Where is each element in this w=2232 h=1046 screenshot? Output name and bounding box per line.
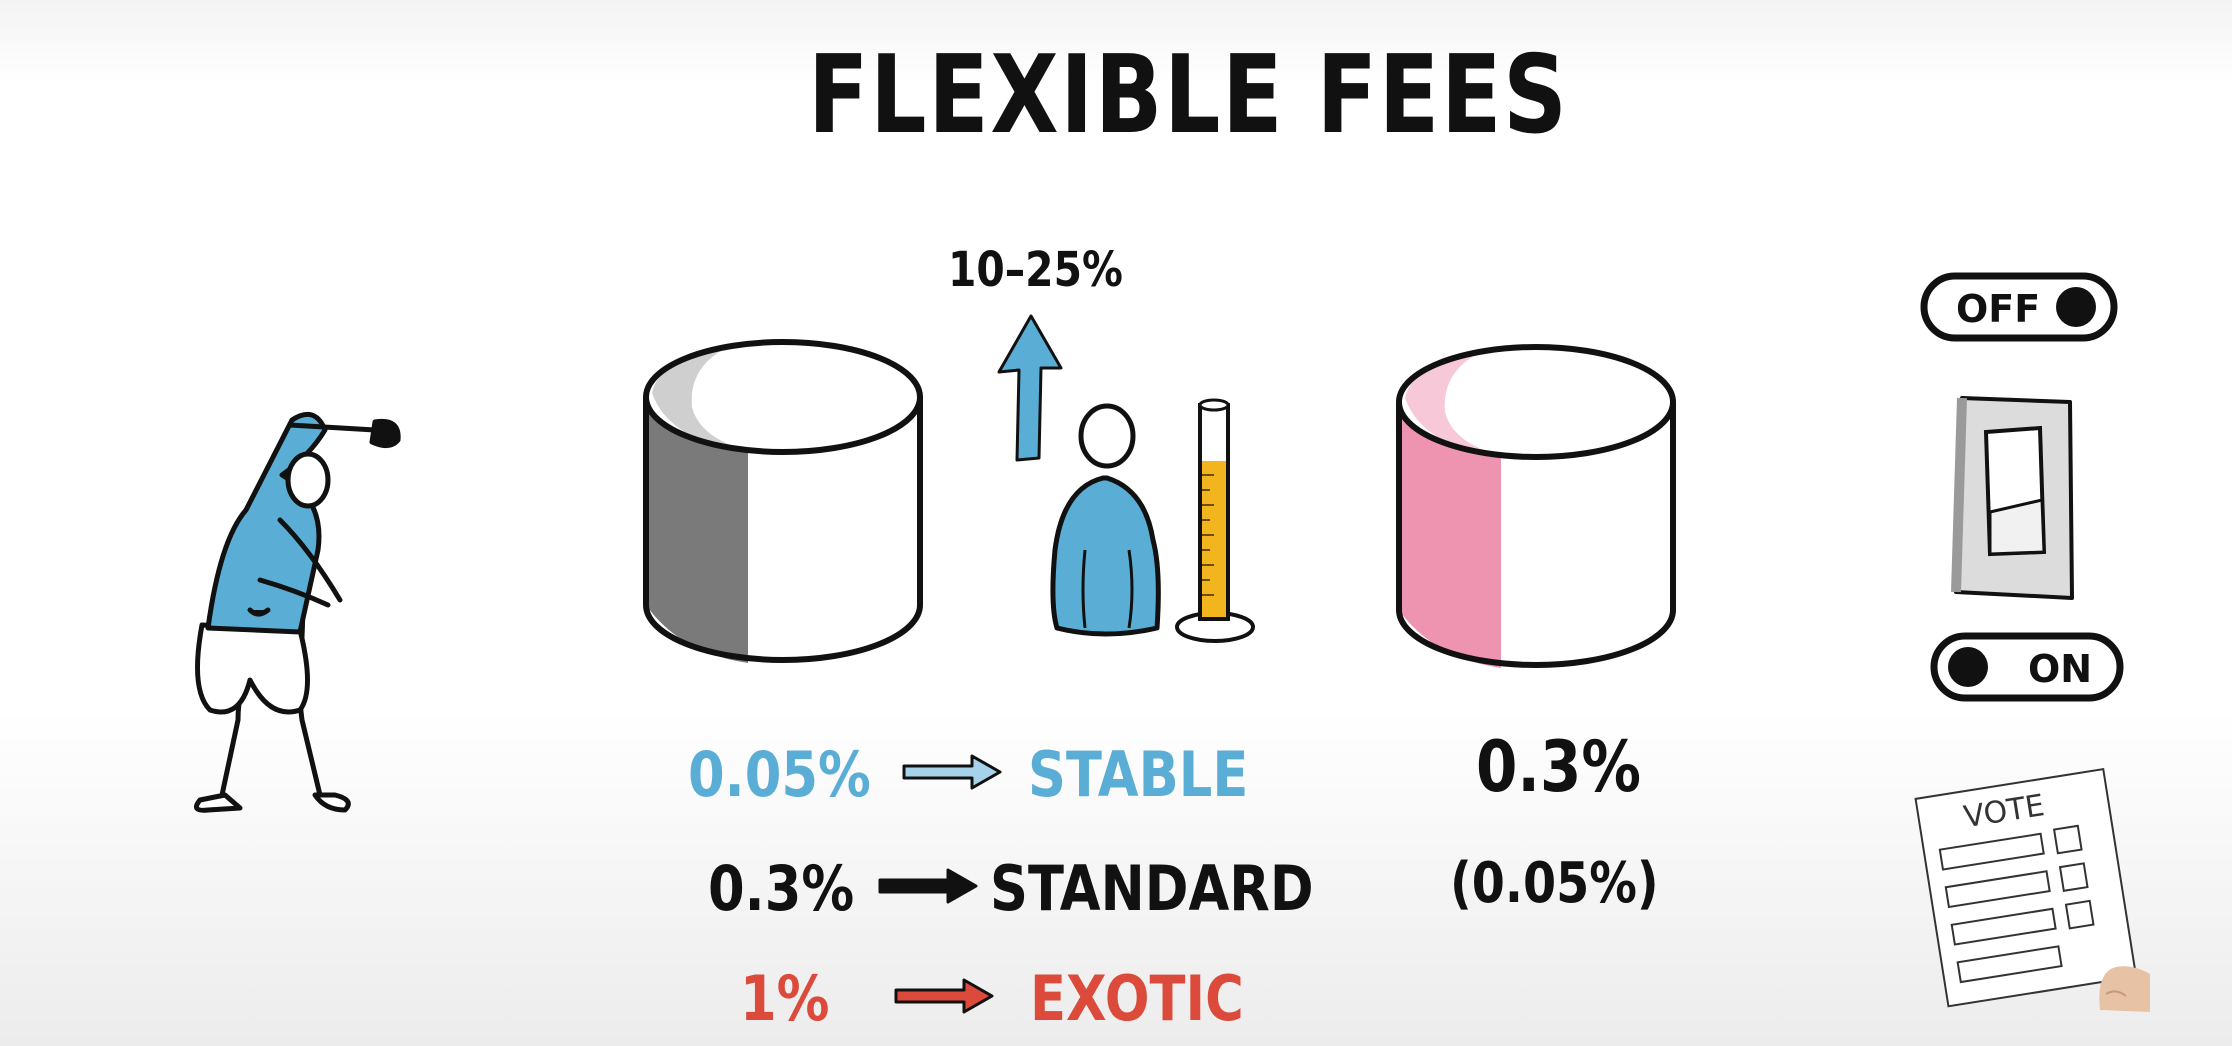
arrow-right-icon <box>902 754 1002 790</box>
arrow-right-icon <box>878 868 978 904</box>
page-title: FLEXIBLE FEES <box>808 33 1569 158</box>
fee-tier-standard-label: STANDARD <box>990 852 1314 925</box>
fee-boost-label: 10–25% <box>948 242 1123 298</box>
liquidity-pool-cylinder-gray <box>643 339 923 663</box>
fee-tier-exotic-value: 1% <box>740 962 830 1035</box>
fee-tier-stable-value: 0.05% <box>688 738 871 811</box>
up-arrow-icon <box>997 314 1063 462</box>
fee-tier-stable-label: STABLE <box>1028 738 1249 811</box>
pool-fee-value: 0.3% <box>1476 726 1642 808</box>
liquidity-pool-cylinder-pink <box>1396 344 1676 668</box>
toggle-on-label: ON <box>2028 647 2092 691</box>
toggle-off-icon: OFF <box>1920 272 2118 342</box>
stretching-person-illustration <box>193 411 401 813</box>
pool-alt-fee-value: (0.05%) <box>1450 851 1659 916</box>
light-switch-icon <box>1951 396 2074 600</box>
fee-tier-exotic-label: EXOTIC <box>1030 962 1244 1035</box>
fee-tier-standard-value: 0.3% <box>708 852 855 925</box>
toggle-on-icon: ON <box>1930 632 2124 702</box>
arrow-right-icon <box>894 978 994 1014</box>
toggle-off-label: OFF <box>1956 287 2040 331</box>
vote-ballot-icon: VOTE <box>1914 768 2150 1012</box>
measuring-cylinder-icon <box>1175 398 1255 643</box>
liquidity-provider-person-icon <box>1050 403 1161 637</box>
